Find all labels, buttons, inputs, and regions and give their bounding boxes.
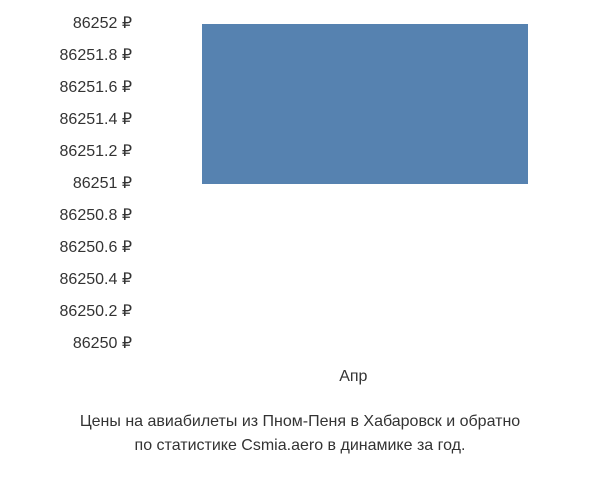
bar-apr xyxy=(202,24,529,184)
y-axis-label: 86250.6 ₽ xyxy=(0,232,140,264)
chart-caption: Цены на авиабилеты из Пном-Пеня в Хабаро… xyxy=(0,410,600,458)
y-axis-label: 86251.4 ₽ xyxy=(0,104,140,136)
y-axis-label: 86251.8 ₽ xyxy=(0,40,140,72)
chart-container: 86252 ₽ 86251.8 ₽ 86251.6 ₽ 86251.4 ₽ 86… xyxy=(0,0,600,500)
x-axis-label: Апр xyxy=(339,368,367,386)
plot-area xyxy=(150,8,580,360)
y-axis-label: 86250.4 ₽ xyxy=(0,264,140,296)
y-axis-label: 86250.8 ₽ xyxy=(0,200,140,232)
caption-line-2: по статистике Csmia.aero в динамике за г… xyxy=(10,434,590,458)
y-axis-label: 86250.2 ₽ xyxy=(0,296,140,328)
y-axis-label: 86251 ₽ xyxy=(0,168,140,200)
y-axis-label: 86252 ₽ xyxy=(0,8,140,40)
y-axis-label: 86250 ₽ xyxy=(0,328,140,360)
y-axis: 86252 ₽ 86251.8 ₽ 86251.6 ₽ 86251.4 ₽ 86… xyxy=(0,8,140,360)
y-axis-label: 86251.2 ₽ xyxy=(0,136,140,168)
caption-line-1: Цены на авиабилеты из Пном-Пеня в Хабаро… xyxy=(10,410,590,434)
y-axis-label: 86251.6 ₽ xyxy=(0,72,140,104)
